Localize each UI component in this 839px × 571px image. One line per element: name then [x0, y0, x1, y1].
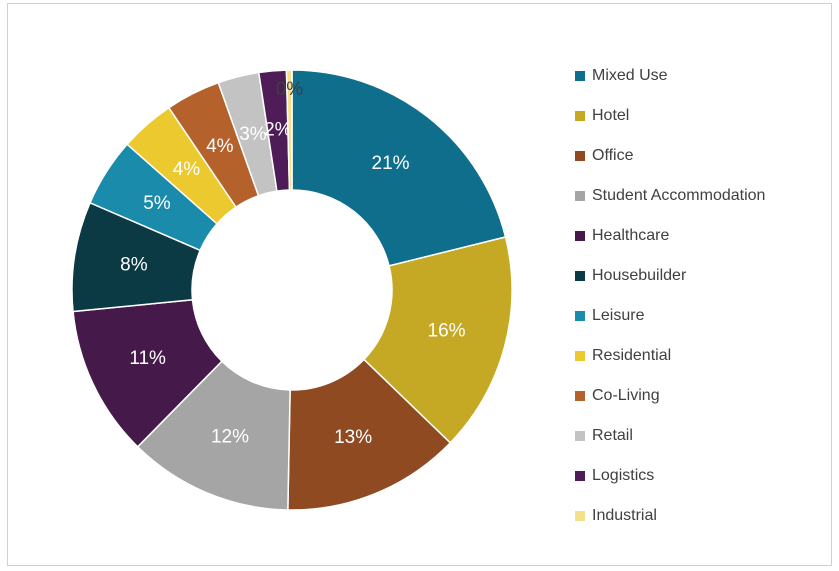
slice — [285, 69, 293, 191]
slice — [362, 236, 513, 444]
legend-label: Hotel — [592, 107, 629, 124]
data-label: 11% — [129, 348, 166, 369]
legend-swatch — [575, 391, 585, 401]
data-label: 3% — [239, 124, 267, 145]
legend-swatch — [575, 191, 585, 201]
slice — [287, 358, 452, 511]
legend-label: Office — [592, 147, 634, 164]
legend-swatch — [575, 71, 585, 81]
legend-label: Residential — [592, 347, 671, 364]
legend-label: Industrial — [592, 507, 657, 524]
data-label: 0% — [276, 79, 304, 100]
legend-swatch — [575, 231, 585, 241]
legend-label: Leisure — [592, 307, 645, 324]
legend-swatch — [575, 351, 585, 361]
legend-label: Housebuilder — [592, 267, 687, 284]
legend-label: Healthcare — [592, 227, 669, 244]
legend-label: Retail — [592, 427, 633, 444]
legend-label: Co-Living — [592, 387, 660, 404]
data-label: 4% — [206, 136, 234, 157]
slice — [291, 69, 507, 267]
data-label: 12% — [211, 426, 249, 447]
legend-label: Student Accommodation — [592, 187, 765, 204]
legend-swatch — [575, 271, 585, 281]
legend-swatch — [575, 471, 585, 481]
data-label: 8% — [120, 254, 148, 275]
legend-label: Logistics — [592, 467, 654, 484]
legend-swatch — [575, 111, 585, 121]
data-label: 21% — [372, 153, 410, 174]
legend-label: Mixed Use — [592, 67, 668, 84]
data-label: 5% — [143, 193, 171, 214]
legend-swatch — [575, 151, 585, 161]
legend-swatch — [575, 311, 585, 321]
legend-swatch — [575, 511, 585, 521]
data-label: 13% — [334, 427, 372, 448]
data-label: 16% — [428, 321, 466, 342]
data-label: 4% — [173, 159, 201, 180]
data-label: 2% — [264, 120, 292, 141]
legend-swatch — [575, 431, 585, 441]
